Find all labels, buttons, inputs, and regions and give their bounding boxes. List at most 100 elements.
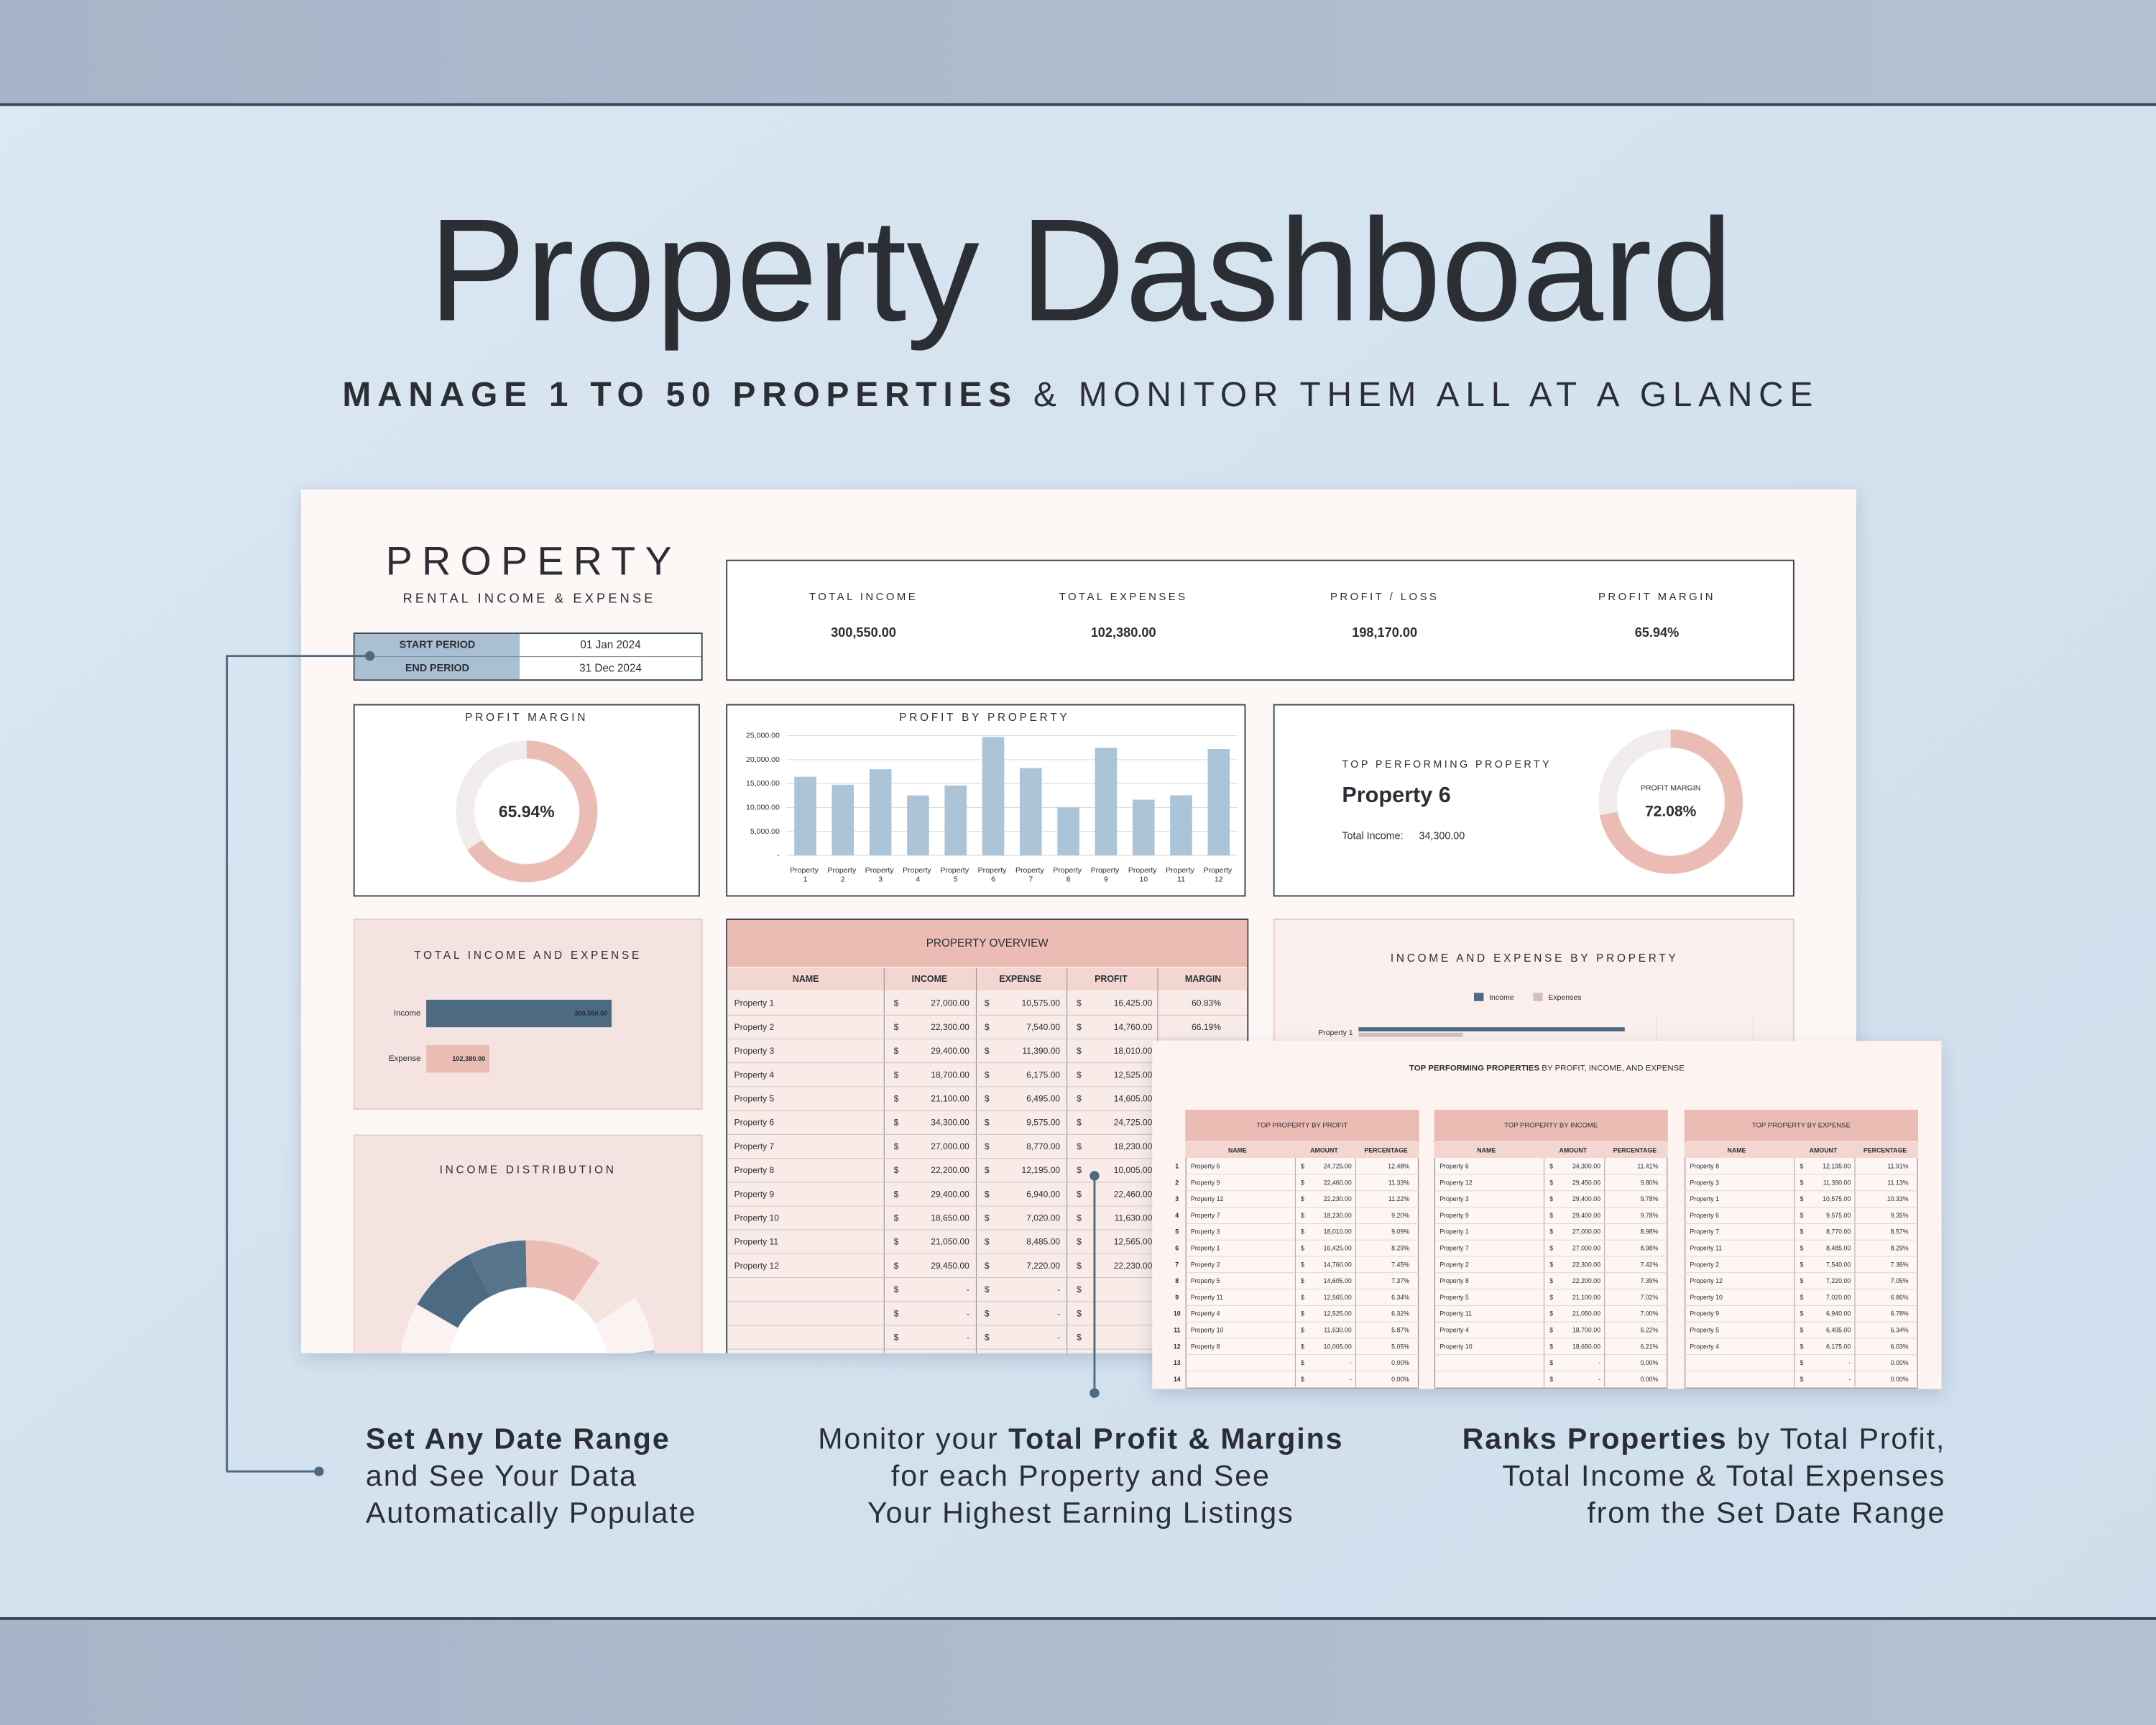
table-cell: 29,400.00 — [1572, 1212, 1600, 1219]
table-cell: 5.05% — [1391, 1343, 1409, 1350]
table-cell: Property 6 — [1439, 1162, 1469, 1169]
table-cell: $ — [1800, 1294, 1803, 1301]
table-cell: 11,390.00 — [1022, 1046, 1060, 1056]
rank: 4 — [1175, 1212, 1179, 1219]
donut-hole — [1616, 746, 1726, 857]
table-cell: 12,565.00 — [1324, 1294, 1352, 1301]
table-cell: $ — [1077, 1046, 1082, 1056]
table-cell: 11.22% — [1388, 1195, 1409, 1202]
legend-swatch — [1474, 993, 1484, 1001]
rank: 3 — [1175, 1195, 1179, 1202]
callouts: Set Any Date Range and See Your Data Autom… — [226, 650, 1946, 1530]
table-cell: 6,495.00 — [1826, 1327, 1851, 1334]
table-cell: $ — [1301, 1277, 1304, 1284]
table-cell: $ — [894, 1046, 899, 1056]
x-tick-label: Property 3 — [865, 866, 896, 883]
table-cell: 10,575.00 — [1022, 998, 1061, 1008]
table-cell: - — [1848, 1359, 1851, 1366]
table-cell: $ — [1077, 998, 1082, 1008]
donut-hole — [447, 1286, 609, 1353]
table-cell: $ — [985, 998, 990, 1008]
category-label: Expense — [389, 1054, 421, 1063]
table-cell: 10,575.00 — [1823, 1195, 1851, 1202]
table-cell: $ — [1549, 1294, 1553, 1301]
x-tick-label: Property 7 — [1015, 866, 1046, 883]
table-cell: 7.00% — [1640, 1310, 1658, 1317]
table-cell: 14,760.00 — [1114, 1022, 1153, 1032]
bar — [1170, 795, 1192, 856]
table-cell: $ — [1549, 1277, 1553, 1284]
table-cell: $ — [894, 1094, 899, 1104]
y-tick-label: - — [777, 851, 780, 860]
table-cell: 34,300.00 — [1572, 1162, 1600, 1169]
bar — [1057, 807, 1079, 856]
table-cell: 10,005.00 — [1324, 1343, 1352, 1350]
table-cell: Property 7 — [1191, 1212, 1220, 1219]
table-cell: 7.36% — [1891, 1261, 1909, 1268]
donut-segment — [400, 1240, 656, 1353]
table-cell: Property 12 — [1191, 1195, 1224, 1202]
caption-line-part: Your Highest Earning Listings — [867, 1496, 1294, 1530]
caption-line: Monitor your Total Profit & Margins — [818, 1422, 1343, 1455]
x-tick-label: Property 4 — [903, 866, 934, 883]
table-cell: 18,010.00 — [1324, 1228, 1352, 1236]
table-cell: $ — [894, 1165, 899, 1175]
table-cell: 9.09% — [1391, 1228, 1409, 1236]
table-cell: 14,760.00 — [1324, 1261, 1352, 1268]
table-cell: 11,630.00 — [1324, 1327, 1352, 1334]
table-cell: $ — [1800, 1261, 1803, 1268]
caption-line-part: Ranks Properties — [1462, 1422, 1728, 1455]
table-cell: Property 3 — [1439, 1195, 1469, 1202]
table-cell: 0.00% — [1891, 1359, 1909, 1366]
table-cell: $ — [1549, 1195, 1553, 1202]
bar — [831, 784, 854, 856]
sheet-title-part: BY PROFIT, INCOME, AND EXPENSE — [1539, 1064, 1685, 1073]
table-cell: - — [967, 1284, 969, 1294]
header: Property Dashboard MANAGE 1 TO 50 PROPERT… — [342, 188, 1812, 414]
caption-line-part: Automatically Populate — [366, 1496, 696, 1530]
table-cell: 14,605.00 — [1114, 1094, 1153, 1104]
table-cell: 8,485.00 — [1826, 1244, 1851, 1251]
table-cell: 16,425.00 — [1324, 1244, 1352, 1251]
table-cell: $ — [1549, 1310, 1553, 1317]
table-cell: Property 7 — [1690, 1228, 1719, 1236]
caption-line-part: by Total Profit, — [1727, 1422, 1945, 1455]
table-cell: $ — [1301, 1162, 1304, 1169]
table-cell: 7.05% — [1891, 1277, 1909, 1284]
caption-line-part: Set Any Date Range — [366, 1422, 671, 1455]
y-tick-label: 5,000.00 — [750, 827, 780, 836]
table-cell: $ — [1077, 1332, 1082, 1342]
card-title: PROFIT BY PROPERTY — [899, 712, 1069, 724]
table-cell: Property 8 — [1690, 1162, 1719, 1169]
y-tick-label: 20,000.00 — [746, 755, 780, 764]
connector-dot — [364, 650, 375, 661]
table-cell: 18,650.00 — [1572, 1343, 1600, 1350]
period-value: 31 Dec 2024 — [579, 662, 642, 674]
donut-arc — [456, 740, 598, 883]
table-cell: Property 12 — [734, 1261, 780, 1271]
table-cell: 7,020.00 — [1026, 1213, 1060, 1223]
caption-line: Ranks Properties by Total Profit, — [1462, 1422, 1946, 1455]
table-cell: $ — [985, 1213, 990, 1223]
table-cell: $ — [1077, 1261, 1082, 1271]
table-cell: Property 9 — [1191, 1179, 1220, 1186]
table-head-fill — [1434, 1141, 1668, 1158]
table-cell: $ — [1800, 1327, 1803, 1334]
kpi-value: 300,550.00 — [831, 625, 896, 640]
table-cell: 5.87% — [1391, 1327, 1409, 1334]
rank: 2 — [1175, 1179, 1179, 1186]
table-cell: $ — [1301, 1212, 1304, 1219]
table-cell: $ — [1301, 1359, 1304, 1366]
table-cell: Property 6 — [1690, 1212, 1719, 1219]
table-title-fill — [1434, 1110, 1668, 1142]
table-cell: 7.42% — [1640, 1261, 1658, 1268]
table-cell: $ — [1800, 1212, 1803, 1219]
top-band — [0, 0, 2156, 104]
table-cell: Property 9 — [1690, 1310, 1719, 1317]
table-cell: 29,450.00 — [931, 1261, 969, 1271]
table-cell: 9,575.00 — [1826, 1212, 1851, 1219]
table-head-fill — [1684, 1141, 1919, 1158]
table-cell: Property 5 — [734, 1094, 775, 1104]
table-cell: $ — [1301, 1294, 1304, 1301]
